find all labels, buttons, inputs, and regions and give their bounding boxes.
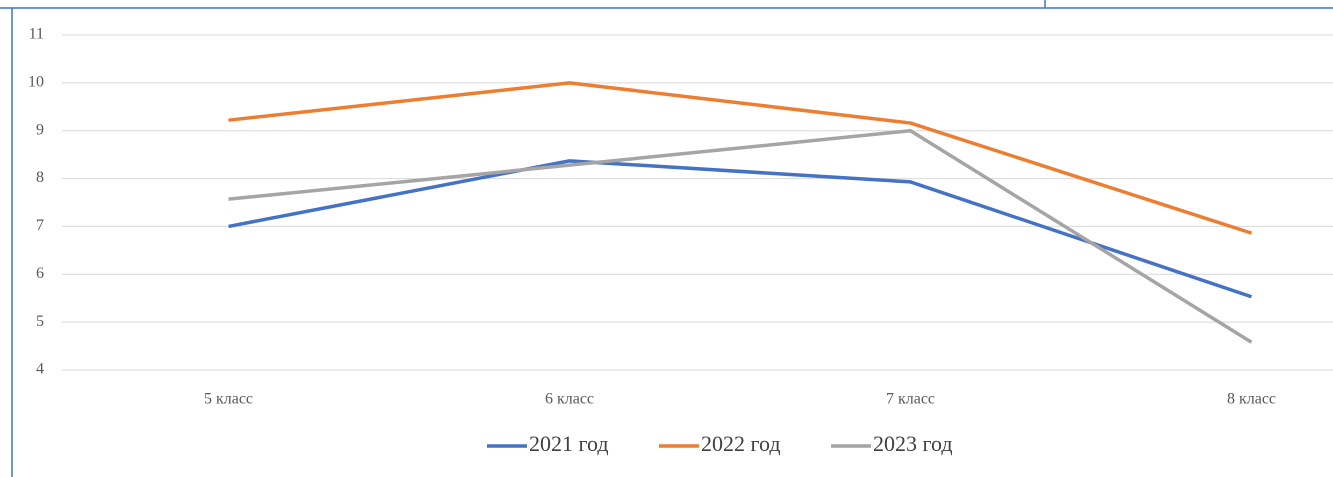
y-tick-label: 10 — [28, 74, 44, 91]
y-tick-label: 9 — [36, 121, 44, 138]
line-series — [228, 81, 1253, 235]
legend-label: 2023 год — [873, 431, 953, 456]
y-tick-label: 4 — [36, 361, 44, 378]
legend-label: 2021 год — [529, 431, 609, 456]
legend-label: 2022 год — [701, 431, 781, 456]
y-tick-label: 5 — [36, 313, 44, 330]
x-tick-label: 8 класс — [1227, 391, 1276, 408]
y-tick-label: 7 — [36, 217, 44, 234]
y-tick-label: 11 — [29, 26, 44, 43]
y-tick-label: 8 — [36, 169, 44, 186]
x-tick-label: 6 класс — [545, 391, 594, 408]
y-tick-label: 6 — [36, 265, 44, 282]
line-series — [228, 128, 1253, 344]
x-tick-label: 7 класс — [886, 391, 935, 408]
x-tick-label: 5 класс — [204, 391, 253, 408]
line-series — [228, 159, 1253, 299]
